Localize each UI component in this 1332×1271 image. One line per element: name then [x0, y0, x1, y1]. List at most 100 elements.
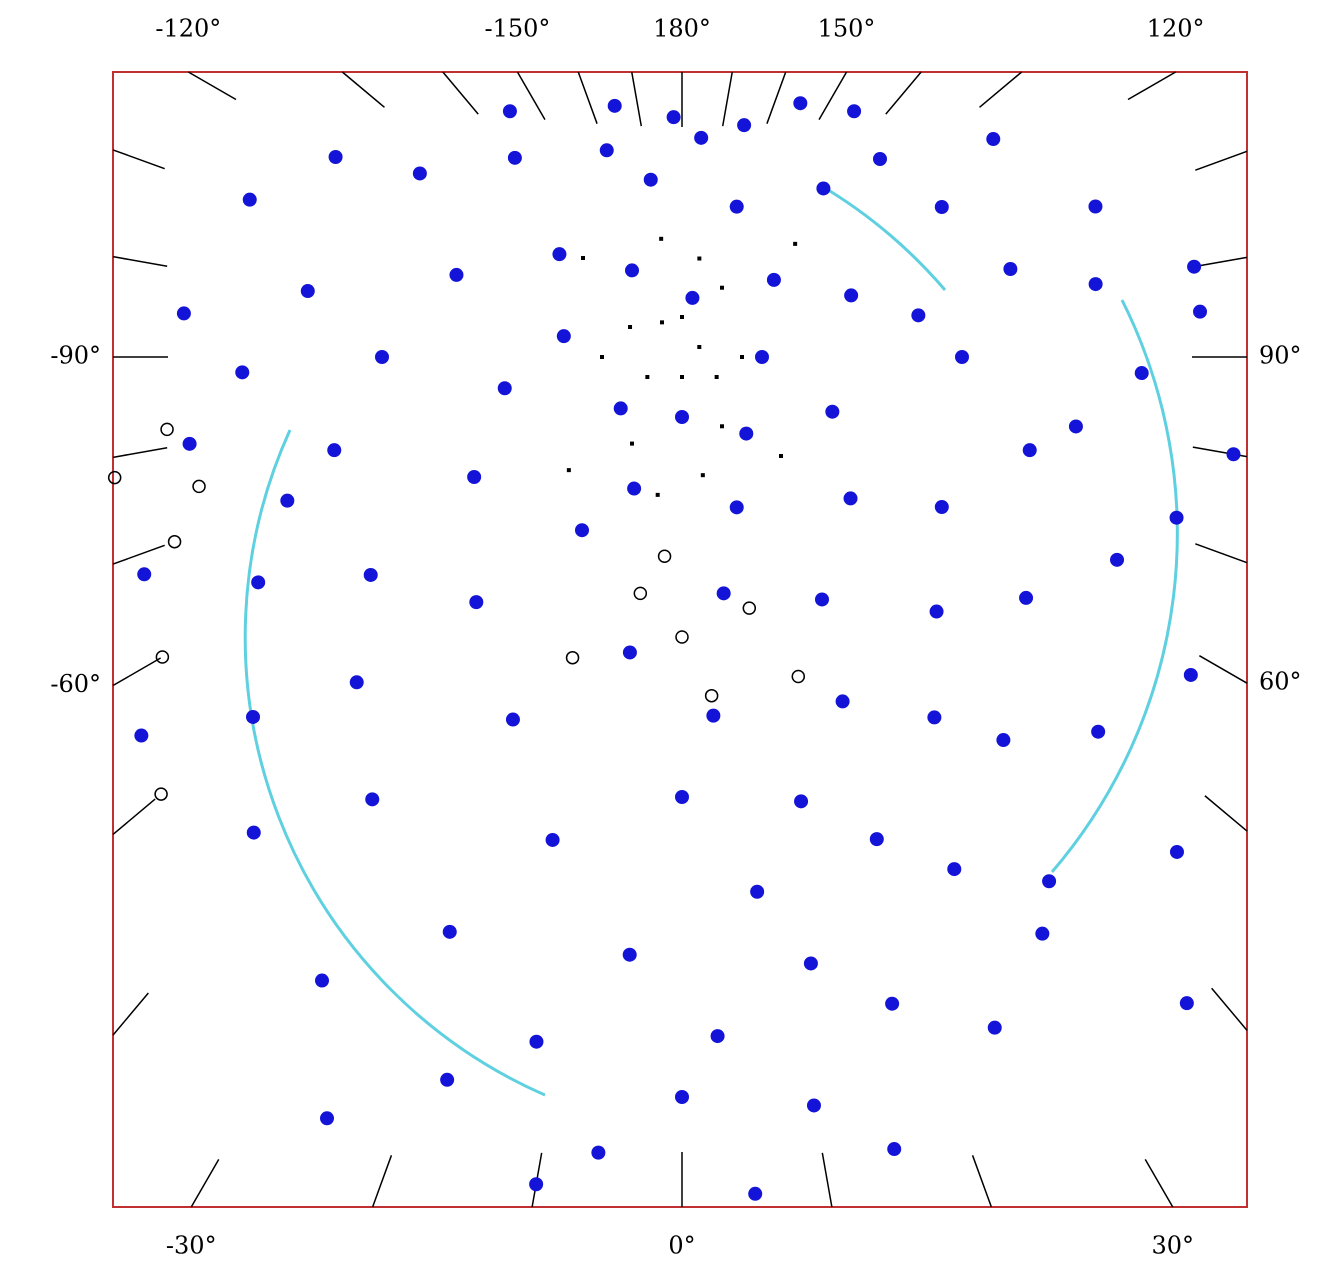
- point: [806, 1098, 821, 1113]
- tick-label: -150°: [484, 15, 550, 43]
- point: [242, 192, 257, 207]
- point: [1226, 447, 1241, 462]
- point: [1183, 667, 1198, 682]
- tick-mark: [979, 71, 1023, 108]
- point: [872, 152, 887, 167]
- point: [660, 320, 664, 325]
- point: [740, 355, 744, 359]
- point: [645, 375, 650, 379]
- tick-mark: [821, 1152, 833, 1208]
- point: [1035, 926, 1050, 941]
- point: [697, 345, 702, 349]
- point: [680, 315, 684, 319]
- tick-mark: [1198, 655, 1248, 684]
- tick-mark: [1204, 795, 1248, 832]
- tick-label: 0°: [668, 1232, 695, 1260]
- point: [659, 236, 664, 241]
- tick-mark: [1192, 256, 1248, 268]
- point: [815, 592, 829, 607]
- point: [934, 200, 949, 214]
- point: [803, 956, 818, 971]
- point: [720, 285, 724, 290]
- tick-mark: [1195, 150, 1248, 171]
- point: [107, 470, 122, 485]
- point: [599, 143, 614, 158]
- point: [545, 832, 560, 847]
- point: [655, 492, 660, 497]
- point: [469, 595, 484, 610]
- point: [987, 1020, 1002, 1035]
- point: [581, 256, 586, 261]
- tick-mark: [818, 71, 848, 121]
- point: [739, 426, 754, 441]
- point: [729, 500, 744, 515]
- point: [442, 924, 457, 939]
- point: [675, 410, 689, 424]
- point: [375, 350, 389, 364]
- point: [328, 150, 343, 164]
- tick-label: -120°: [155, 15, 221, 43]
- point: [1088, 277, 1103, 292]
- tick-mark: [1144, 1158, 1174, 1208]
- point: [791, 669, 806, 684]
- circles: [243, 183, 1179, 1097]
- point: [1110, 552, 1125, 567]
- point: [934, 500, 949, 514]
- point: [1193, 304, 1208, 319]
- point: [700, 473, 705, 478]
- point: [633, 586, 648, 601]
- point: [704, 688, 719, 703]
- point: [666, 110, 681, 125]
- tick-mark: [971, 1155, 993, 1208]
- point: [529, 1034, 544, 1049]
- point: [235, 365, 250, 380]
- point: [192, 479, 206, 494]
- point: [365, 792, 380, 807]
- point: [566, 468, 571, 473]
- point: [885, 996, 900, 1011]
- point: [246, 709, 261, 724]
- point: [507, 150, 522, 165]
- point: [716, 586, 731, 601]
- point: [778, 453, 783, 458]
- point: [1179, 996, 1194, 1011]
- tick-label: 150°: [818, 15, 876, 43]
- point: [793, 241, 798, 246]
- tick-label: -90°: [50, 342, 101, 370]
- point: [613, 401, 628, 416]
- point: [502, 104, 517, 119]
- point: [251, 575, 266, 590]
- point: [1003, 262, 1018, 277]
- point: [929, 604, 944, 619]
- point: [1169, 510, 1184, 525]
- point: [996, 733, 1011, 748]
- tick-mark: [112, 798, 156, 836]
- point: [1088, 199, 1103, 214]
- point: [706, 708, 721, 723]
- point: [694, 130, 709, 145]
- point: [625, 263, 639, 278]
- tick-mark: [112, 149, 165, 170]
- point: [835, 694, 850, 709]
- point: [680, 375, 684, 379]
- tick-mark: [112, 657, 162, 687]
- point: [657, 549, 672, 563]
- point: [675, 630, 689, 644]
- point: [363, 567, 378, 582]
- point: [315, 973, 329, 988]
- tick-mark: [1127, 71, 1177, 101]
- point: [160, 422, 174, 437]
- tick-label: 60°: [1259, 668, 1302, 696]
- point: [766, 272, 781, 287]
- point: [628, 325, 633, 329]
- point: [1134, 366, 1149, 381]
- point: [622, 645, 637, 660]
- tick-label: -30°: [166, 1232, 217, 1260]
- tick-mark: [516, 71, 546, 121]
- tick-mark: [631, 71, 643, 127]
- point: [412, 166, 427, 181]
- point: [556, 329, 571, 344]
- point: [300, 284, 315, 299]
- point: [327, 443, 342, 458]
- point: [729, 199, 744, 214]
